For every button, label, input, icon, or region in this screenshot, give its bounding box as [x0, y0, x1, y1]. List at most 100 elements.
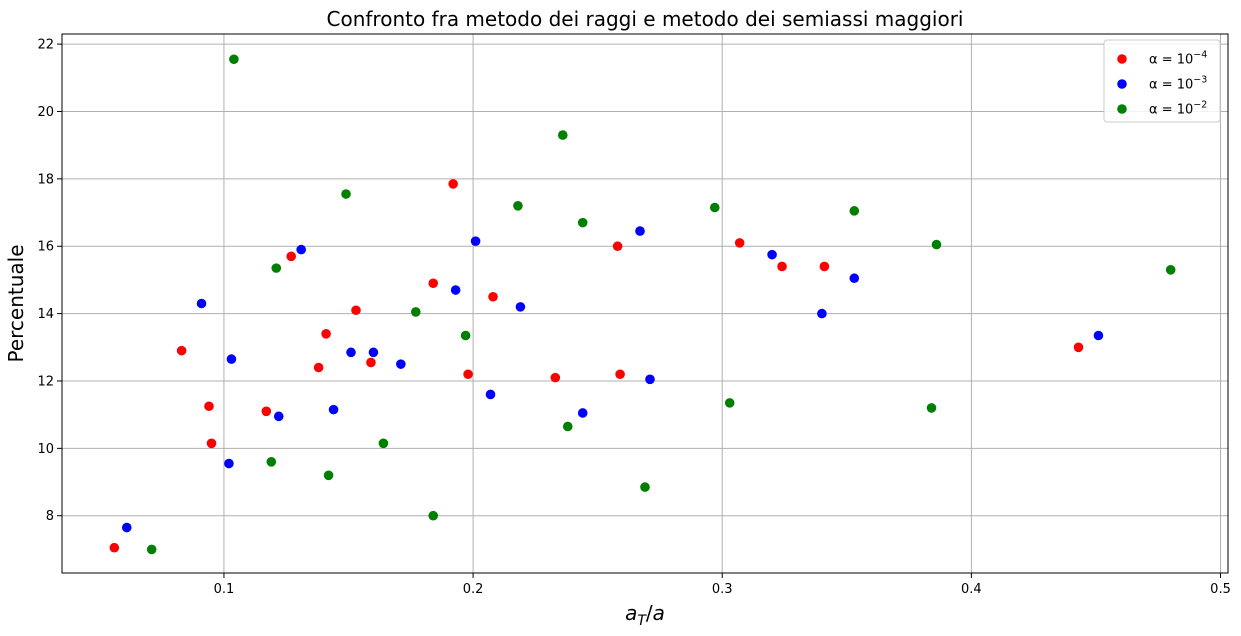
data-point	[577, 408, 588, 418]
data-point	[378, 438, 389, 449]
x-tick-label: 0.5	[1210, 582, 1231, 597]
legend: α = 10−4 α = 10−3 α = 10−2	[1103, 39, 1221, 123]
data-point	[734, 238, 745, 248]
data-point	[224, 458, 234, 469]
data-point	[450, 285, 461, 295]
legend-label: α = 10−3	[1149, 75, 1207, 93]
data-point	[261, 406, 272, 417]
data-point	[323, 470, 334, 481]
legend-label: α = 10−2	[1149, 100, 1207, 118]
data-point	[926, 403, 937, 413]
x-tick-label: 0.1	[214, 582, 235, 597]
plot-frame	[61, 33, 1229, 574]
y-tick-label: 8	[46, 509, 54, 524]
data-point	[273, 411, 284, 422]
data-point	[470, 236, 481, 246]
data-point	[428, 510, 439, 521]
data-point	[410, 307, 421, 317]
grid	[62, 34, 1228, 573]
data-point	[488, 291, 498, 302]
data-point	[286, 251, 297, 262]
series-neg3	[121, 226, 1104, 533]
data-point	[229, 54, 239, 65]
data-point	[767, 249, 777, 260]
x-tick-label: 0.3	[712, 582, 733, 597]
legend-marker	[1117, 104, 1127, 114]
data-point	[328, 404, 339, 415]
x-label-denominator: a	[653, 601, 665, 625]
legend-marker	[1117, 54, 1127, 64]
data-point	[204, 401, 214, 412]
y-tick-label: 12	[37, 374, 54, 389]
chart-title: Confronto fra metodo dei raggi e metodo …	[327, 7, 964, 31]
data-point	[562, 421, 573, 432]
data-point	[1073, 342, 1084, 353]
data-point	[645, 374, 655, 385]
data-point	[819, 261, 830, 272]
y-tick-label: 16	[37, 240, 54, 255]
y-axis-label: Percentuale	[4, 244, 28, 362]
data-point	[341, 189, 351, 199]
data-point	[428, 278, 439, 289]
x-label-slash: /	[646, 601, 653, 625]
data-point	[550, 372, 561, 383]
y-tick-label: 18	[37, 172, 54, 187]
data-point	[849, 206, 860, 216]
data-point	[226, 354, 237, 364]
data-point	[463, 369, 473, 380]
data-point	[777, 261, 787, 272]
data-point	[557, 130, 568, 140]
legend-marker	[1117, 79, 1127, 89]
data-point	[271, 263, 282, 273]
data-point	[296, 244, 306, 255]
x-label-subscript: T	[637, 613, 647, 629]
x-axis-label: aT/a	[625, 601, 665, 629]
data-point	[396, 359, 406, 369]
x-tick-label: 0.2	[463, 582, 484, 597]
data-point	[121, 522, 132, 533]
y-tick-label: 10	[37, 442, 54, 457]
y-tick-label: 14	[37, 307, 54, 322]
data-point	[366, 357, 376, 368]
y-tick-label: 22	[37, 38, 54, 53]
data-point	[612, 241, 623, 252]
series-neg2	[146, 54, 1176, 555]
legend-label: α = 10−4	[1149, 50, 1207, 68]
data-point	[513, 201, 523, 211]
data-point	[146, 544, 157, 555]
data-point	[368, 347, 379, 358]
data-point	[485, 389, 496, 400]
data-points	[109, 54, 1176, 555]
data-point	[709, 202, 720, 213]
data-point	[313, 362, 324, 373]
data-point	[515, 302, 526, 312]
legend-box	[1103, 39, 1221, 123]
data-point	[196, 298, 207, 309]
data-point	[176, 345, 187, 356]
data-point	[577, 217, 588, 228]
data-point	[266, 457, 277, 467]
data-point	[321, 329, 331, 339]
x-tick-label: 0.4	[961, 582, 982, 597]
series-neg4	[109, 179, 1084, 553]
data-point	[448, 179, 458, 189]
data-point	[817, 308, 827, 319]
data-point	[1093, 330, 1104, 341]
data-point	[849, 273, 860, 284]
data-point	[1165, 265, 1176, 275]
data-point	[635, 226, 645, 236]
data-point	[640, 482, 650, 492]
y-tick-label: 20	[37, 105, 54, 120]
data-point	[206, 438, 217, 449]
y-axis-ticks: 8 10 12 14 16 18 20 22	[37, 38, 62, 524]
data-point	[724, 398, 735, 408]
data-point	[931, 239, 942, 250]
data-point	[346, 347, 356, 358]
x-axis-ticks: 0.1 0.2 0.3 0.4 0.5	[214, 573, 1231, 597]
data-point	[615, 369, 625, 380]
data-point	[460, 330, 471, 341]
x-label-a: a	[625, 601, 637, 625]
data-point	[109, 542, 120, 553]
data-point	[351, 305, 361, 316]
